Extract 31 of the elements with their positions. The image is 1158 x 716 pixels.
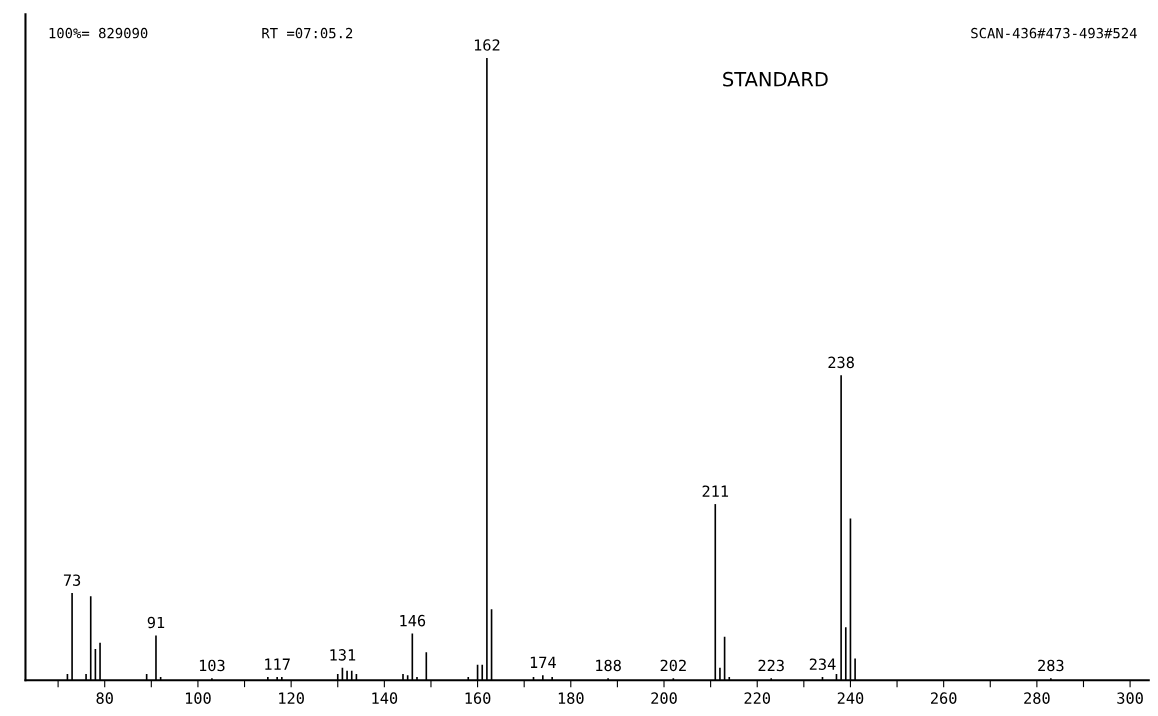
annotation: 174: [530, 656, 556, 668]
annotation: 146: [400, 614, 426, 627]
x-tick-label: 120: [279, 692, 304, 704]
annotation: 103: [199, 659, 225, 672]
x-tick-label: 280: [1024, 692, 1050, 704]
annotation: 73: [63, 574, 81, 586]
x-tick-label: 220: [744, 692, 771, 704]
annotation: 131: [330, 649, 356, 661]
annotation: 238: [828, 356, 854, 369]
annotation: 91: [147, 616, 165, 629]
annotation: 211: [702, 485, 729, 497]
annotation: 234: [809, 658, 836, 670]
x-tick-label: 240: [837, 692, 864, 704]
x-tick-label: 100: [185, 692, 211, 704]
annotation: 223: [758, 659, 784, 672]
text: 100%= 829090: [49, 27, 148, 39]
text: RT =07:05.2: [262, 27, 353, 39]
x-tick-label: 260: [931, 692, 957, 704]
annotation: 202: [660, 659, 686, 672]
annotation: 162: [474, 39, 500, 51]
x-tick-label: 160: [465, 692, 491, 704]
annotation: 188: [596, 659, 621, 672]
x-tick-label: 80: [96, 692, 113, 704]
annotation: 117: [265, 658, 290, 670]
annotation: 283: [1038, 659, 1064, 672]
x-tick-label: 180: [558, 692, 584, 704]
text: SCAN-436#473-493#524: [971, 27, 1137, 39]
x-tick-label: 140: [372, 692, 398, 704]
x-tick-label: 200: [651, 692, 677, 704]
x-tick-label: 300: [1117, 692, 1143, 704]
text: STANDARD: [723, 71, 828, 87]
